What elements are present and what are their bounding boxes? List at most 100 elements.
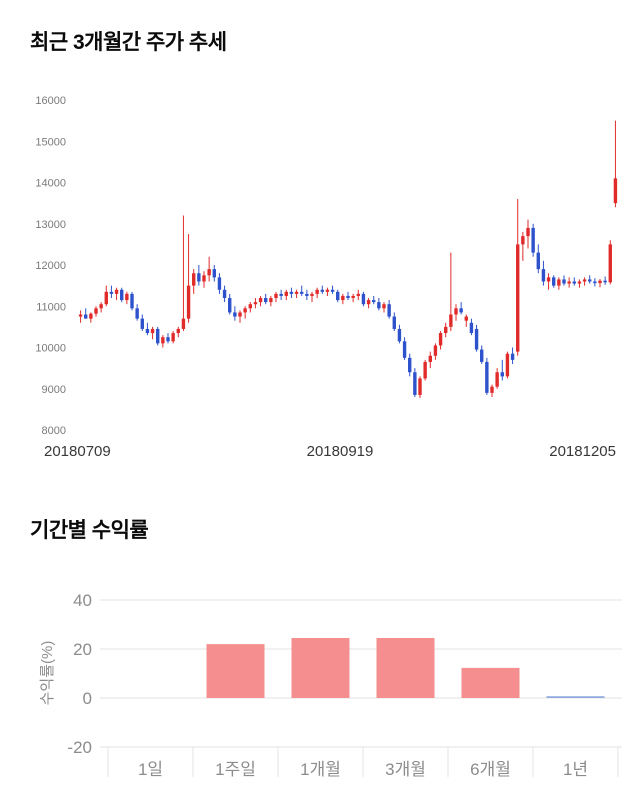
candle-body: [315, 289, 319, 294]
candle-body: [588, 279, 592, 282]
candle-body: [593, 281, 597, 284]
returns-y-tick: 40: [73, 591, 92, 610]
candle-body: [418, 378, 422, 395]
returns-category-label: 1년: [563, 760, 588, 779]
candle-body: [433, 345, 438, 356]
candle-body: [577, 281, 582, 284]
candle-body: [145, 328, 150, 334]
candle-body: [284, 291, 288, 296]
candle-body: [84, 314, 88, 319]
candle-body: [233, 312, 237, 317]
candle-body: [104, 291, 108, 305]
candle-body: [459, 308, 463, 313]
price-chart-svg: 16000 15000 14000 13000 12000 11000 10000 9000 8…: [35, 95, 618, 460]
candle-body: [377, 302, 381, 309]
candle-body: [552, 277, 556, 286]
candle-body: [186, 285, 191, 319]
candle-body: [526, 227, 530, 237]
candle-body: [279, 293, 283, 296]
candle-body: [557, 279, 561, 286]
candle-body: [572, 281, 576, 284]
candle-body: [253, 302, 258, 305]
candle-body: [125, 293, 129, 301]
price-y-tick: 15000: [35, 136, 66, 148]
price-y-tick: 13000: [35, 219, 66, 231]
candle-body: [582, 279, 587, 282]
candle-body: [89, 313, 93, 319]
candle-body: [613, 178, 618, 204]
candle-body: [546, 277, 551, 282]
returns-bar: [546, 696, 605, 698]
candle-body: [130, 293, 134, 309]
candle-body: [305, 293, 309, 296]
candle-body: [516, 244, 520, 352]
candle-body: [99, 304, 103, 309]
price-y-tick: 9000: [42, 384, 66, 396]
returns-bar: [461, 667, 520, 698]
candle-body: [294, 291, 299, 294]
candle-body: [444, 326, 448, 334]
candle-body: [171, 333, 175, 342]
candle-body: [521, 236, 525, 245]
candle-body: [536, 252, 540, 270]
candle-body: [269, 298, 273, 303]
candle-body: [562, 279, 566, 284]
candle-body: [161, 337, 165, 344]
candle-body: [402, 341, 407, 358]
candle-body: [135, 308, 139, 319]
candle-body: [258, 298, 263, 303]
candle-body: [531, 227, 535, 253]
candle-body: [490, 386, 494, 393]
price-section-title: 최근 3개월간 주가 추세: [30, 31, 227, 54]
candle-body: [248, 304, 252, 309]
price-y-tick: 14000: [35, 178, 66, 190]
candle-body: [408, 357, 412, 373]
returns-category-label: 3개월: [385, 760, 426, 779]
candle-body: [330, 289, 335, 292]
candle-body: [454, 308, 458, 315]
candle-body: [351, 295, 355, 298]
candle-body: [217, 277, 222, 290]
candle-body: [325, 289, 330, 292]
candle-body: [202, 275, 206, 282]
candle-body: [567, 281, 571, 284]
candle-body: [120, 289, 124, 301]
candle-body: [238, 312, 242, 317]
candle-body: [320, 289, 324, 292]
candle-body: [109, 291, 114, 294]
candle-body: [510, 353, 515, 360]
returns-section-title: 기간별 수익률: [30, 519, 149, 542]
price-y-tick: 10000: [35, 343, 66, 355]
returns-y-axis-label: 수익률(%): [39, 641, 56, 706]
returns-category-label: 1주일: [215, 760, 256, 779]
candle-body: [464, 316, 468, 321]
candle-body: [176, 328, 180, 334]
candle-body: [94, 308, 98, 314]
candle-body: [336, 291, 340, 301]
candle-body: [150, 328, 155, 334]
candle-body: [392, 316, 396, 329]
candle-body: [361, 293, 366, 305]
candle-body: [243, 308, 247, 313]
candle-body: [212, 269, 216, 278]
returns-bar: [206, 644, 265, 698]
candle-body: [495, 372, 499, 387]
candle-body: [207, 269, 211, 276]
returns-category-label: 1일: [138, 760, 163, 779]
candle-body: [346, 295, 350, 298]
candle-body: [598, 280, 602, 284]
candle-body: [413, 372, 417, 395]
returns-chart-svg: 40 20 0 -20 수익률(%) 1일 1주일 1개월 3개월 6개월 1년: [39, 591, 622, 779]
candle-body: [156, 328, 160, 344]
candle-body: [474, 328, 479, 350]
price-x-label: 20180709: [44, 443, 111, 460]
candle-body: [541, 269, 546, 282]
candle-body: [197, 273, 201, 282]
candle-body: [166, 337, 170, 342]
price-x-label: 20180919: [307, 443, 374, 460]
candle-body: [274, 293, 278, 298]
returns-y-tick: -20: [67, 738, 92, 757]
candle-body: [372, 300, 376, 303]
price-y-tick: 12000: [35, 260, 66, 272]
candle-body: [603, 280, 607, 283]
